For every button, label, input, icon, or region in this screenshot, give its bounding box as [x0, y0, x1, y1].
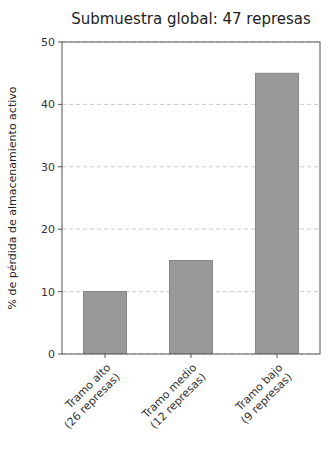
bar	[170, 260, 213, 354]
chart-svg: Submuestra global: 47 represas 0 10 20 30 40 5…	[0, 0, 334, 454]
y-tick-label: 10	[41, 286, 55, 299]
x-tick-label: Tramo bajo(9 represas)	[229, 361, 295, 427]
y-tick-label: 30	[41, 161, 55, 174]
y-tick	[58, 104, 62, 105]
y-tick-label: 50	[41, 36, 55, 49]
bar	[84, 292, 127, 354]
bars	[84, 73, 299, 354]
plot-frame	[62, 42, 320, 354]
title: Submuestra global: 47 represas	[71, 10, 311, 28]
grid	[62, 42, 320, 354]
y-tick-label: 40	[41, 98, 55, 111]
y-tick	[58, 229, 62, 230]
y-tick	[58, 166, 62, 167]
y-tick	[58, 354, 62, 355]
y-tick-label: 20	[41, 223, 55, 236]
y-axis-label: % de pérdida de almacenamiento activo	[6, 86, 19, 309]
y-tick	[58, 291, 62, 292]
y-tick-label: 0	[48, 348, 55, 361]
x-tick	[105, 354, 106, 358]
x-tick	[277, 354, 278, 358]
y-tick	[58, 42, 62, 43]
x-tick-label: Tramo medio(12 represas)	[138, 361, 209, 432]
x-tick	[191, 354, 192, 358]
bar	[256, 73, 299, 354]
chart-container: Submuestra global: 47 represas 0 10 20 30 40 5…	[0, 0, 334, 454]
x-tick-label: Tramo alto(26 represas)	[52, 361, 123, 432]
